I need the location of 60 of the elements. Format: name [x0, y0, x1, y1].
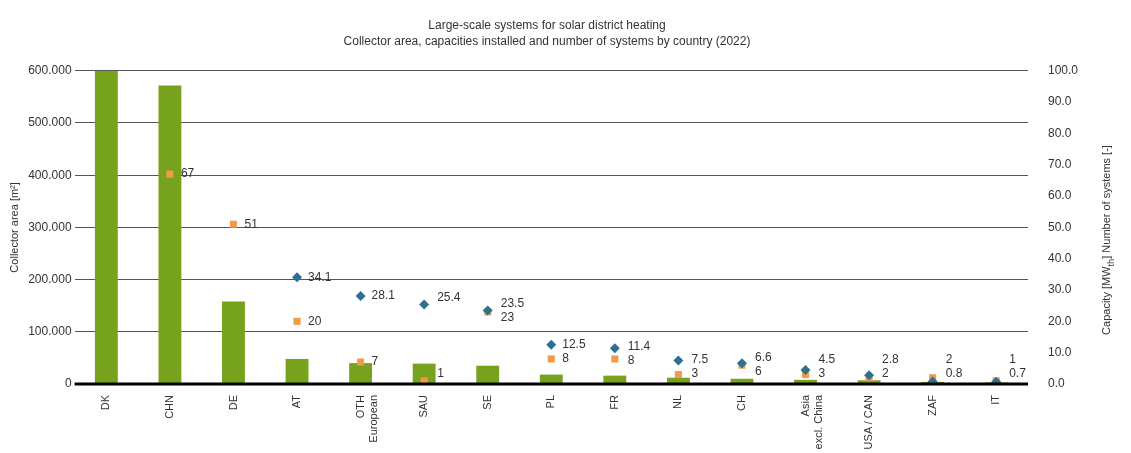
x-tick-label: CH: [734, 394, 747, 411]
y2-tick-label: 90.0: [1047, 94, 1072, 109]
data-label: 0.7: [1009, 366, 1027, 381]
y-tick-label: 500.000: [28, 115, 72, 130]
y2-tick-label: 20.0: [1047, 313, 1072, 328]
data-label: 7.5: [691, 352, 709, 367]
y-tick-label: 400.000: [28, 167, 72, 182]
y2-tick-label: 80.0: [1047, 125, 1072, 140]
x-tick-label: AT: [290, 394, 303, 409]
chart-subtitle: Collector area, capacities installed and number of systems by country (2022): [343, 33, 751, 48]
data-label: 51: [244, 216, 259, 231]
data-label: 0.8: [945, 366, 963, 381]
y2-tick-label: 10.0: [1047, 344, 1072, 359]
data-label: 25.4: [437, 289, 461, 304]
chart-title: Large-scale systems for solar district heating: [428, 17, 666, 32]
x-tick-label: SE: [480, 394, 493, 410]
data-label: 23.5: [500, 296, 525, 311]
data-label: 1: [1009, 352, 1017, 367]
data-label: 2.8: [882, 352, 900, 367]
y2-tick-label: 0.0: [1047, 376, 1065, 391]
x-tick-label: CHN: [162, 394, 175, 419]
data-label: 3: [691, 366, 699, 381]
data-label: 6: [754, 363, 762, 378]
y2-tick-label: 60.0: [1047, 188, 1072, 203]
data-label: 4.5: [818, 352, 836, 367]
data-label: 8: [562, 351, 570, 366]
data-label: 6.6: [754, 349, 772, 364]
x-tick-label: OTH European: [353, 394, 379, 443]
y2-tick-label: 70.0: [1047, 157, 1072, 172]
x-tick-label: DK: [99, 394, 112, 411]
data-label: 28.1: [371, 288, 396, 303]
x-tick-label: Asia excl. China: [798, 394, 824, 450]
y2-tick-label: 40.0: [1047, 251, 1072, 266]
x-tick-label: DE: [226, 394, 239, 411]
data-label: 12.5: [562, 337, 586, 352]
y2-tick-label: 30.0: [1047, 282, 1072, 297]
data-label: 2: [945, 352, 953, 367]
x-tick-label: IT: [989, 394, 1002, 405]
data-label: 2: [882, 366, 890, 381]
x-tick-label: FR: [607, 394, 620, 410]
data-label: 3: [818, 366, 826, 381]
data-label: 7: [371, 354, 379, 369]
data-label: 23: [500, 310, 515, 325]
y2-tick-label: 50.0: [1047, 219, 1072, 234]
x-tick-label: NL: [671, 394, 684, 410]
y-tick-label: 300.000: [28, 219, 72, 234]
data-label: 20: [308, 313, 322, 328]
data-label: 1: [437, 366, 445, 381]
data-label: 8: [627, 352, 635, 367]
data-label: 11.4: [627, 338, 651, 353]
x-tick-label: USA / CAN: [862, 394, 875, 450]
x-tick-label: PL: [544, 394, 557, 409]
y-tick-label: 100.000: [28, 324, 72, 339]
y-tick-label: 600.000: [28, 63, 72, 78]
x-tick-label: ZAF: [925, 394, 938, 416]
y-tick-label: 0: [64, 376, 72, 391]
y-tick-label: 200.000: [28, 271, 72, 286]
y-axis-title: Collector area [m²]: [7, 182, 20, 273]
y2-tick-label: 100.0: [1047, 63, 1079, 78]
x-tick-label: SAU: [417, 394, 430, 418]
